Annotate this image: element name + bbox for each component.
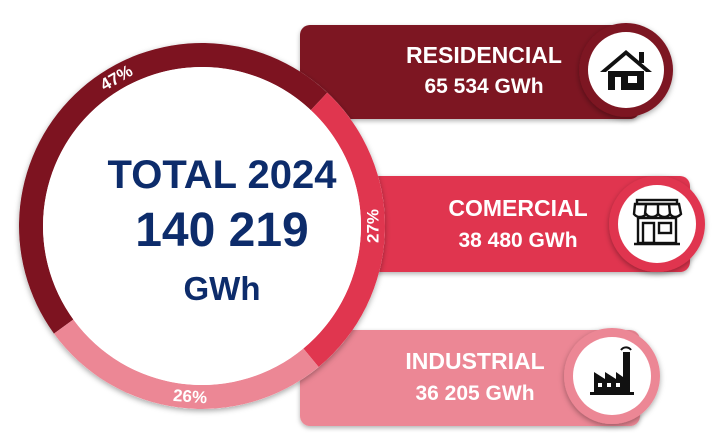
percent-label-comercial: 27% — [364, 209, 383, 243]
donut-slice-comercial — [303, 92, 385, 368]
percent-label-industrial: 26% — [172, 386, 207, 407]
band-industrial-bar — [300, 330, 640, 426]
band-industrial-name: INDUSTRIAL — [405, 348, 544, 374]
total-block: TOTAL 2024 140 219 GWh — [108, 153, 338, 307]
band-industrial: INDUSTRIAL 36 205 GWh — [300, 328, 660, 426]
total-value: 140 219 — [135, 204, 309, 257]
band-residencial-value: 65 534 GWh — [424, 75, 543, 98]
band-comercial: COMERCIAL 38 480 GWh — [300, 176, 705, 272]
band-residencial-bar — [300, 25, 640, 119]
total-unit: GWh — [184, 270, 261, 307]
house-icon-badge — [579, 23, 673, 117]
category-bands: RESIDENCIAL 65 534 GWh COMERCIAL 38 480 … — [300, 23, 705, 426]
band-residencial-name: RESIDENCIAL — [406, 42, 562, 68]
band-industrial-value: 36 205 GWh — [415, 382, 534, 405]
donut-slice-residencial — [18, 42, 328, 334]
donut-slices — [18, 42, 385, 409]
store-icon-badge — [609, 176, 705, 272]
factory-icon — [590, 346, 634, 395]
house-icon — [600, 50, 652, 90]
band-comercial-value: 38 480 GWh — [458, 229, 577, 252]
total-title: TOTAL 2024 — [108, 153, 338, 197]
factory-icon-badge — [564, 328, 660, 424]
donut-slice-industrial — [53, 319, 319, 409]
band-comercial-bar — [300, 176, 690, 272]
band-residencial: RESIDENCIAL 65 534 GWh — [300, 23, 673, 119]
band-comercial-name: COMERCIAL — [448, 195, 587, 221]
donut-center — [43, 67, 361, 385]
store-icon — [632, 198, 683, 246]
